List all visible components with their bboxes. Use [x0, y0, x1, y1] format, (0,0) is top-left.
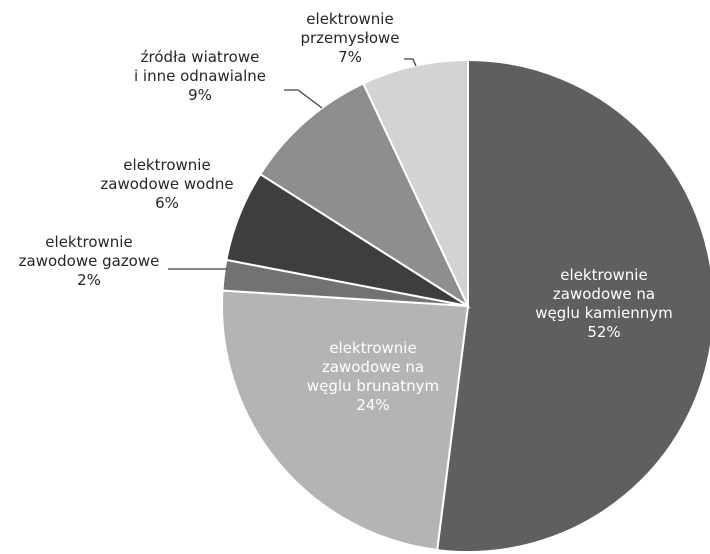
- slice-label-4: źródła wiatrowe i inne odnawialne 9%: [134, 48, 266, 104]
- slice-label-5: elektrownie przemysłowe 7%: [300, 10, 399, 66]
- slice-label-line: zawodowe gazowe: [19, 252, 160, 270]
- slice-label-line: zawodowe na: [322, 358, 424, 376]
- slice-label-3: elektrownie zawodowe wodne 6%: [100, 156, 233, 212]
- slice-label-line: źródła wiatrowe: [141, 48, 260, 66]
- slice-value-1: 24%: [356, 396, 389, 414]
- slice-label-line: elektrownie: [123, 156, 210, 174]
- slice-value-3: 6%: [155, 194, 179, 212]
- pie-slice-1: [221, 289, 470, 552]
- leader-line-5: [404, 58, 417, 67]
- slice-label-2: elektrownie zawodowe gazowe 2%: [19, 233, 160, 289]
- pie-slice-0: [436, 58, 710, 553]
- slice-label-line: przemysłowe: [300, 29, 399, 47]
- slice-label-line: elektrownie: [560, 266, 647, 284]
- slice-value-2: 2%: [77, 271, 101, 289]
- slice-label-line: zawodowe na: [553, 285, 655, 303]
- slice-label-line: i inne odnawialne: [134, 67, 266, 85]
- slice-label-line: elektrownie: [306, 10, 393, 28]
- slice-label-line: elektrownie: [329, 339, 416, 357]
- slice-value-4: 9%: [188, 86, 212, 104]
- slice-value-0: 52%: [587, 323, 620, 341]
- pie-slice-5: [361, 58, 469, 307]
- leader-line-4: [284, 89, 323, 109]
- slice-label-line: zawodowe wodne: [100, 175, 233, 193]
- slice-label-0: elektrownie zawodowe na węglu kamiennym 52%: [535, 266, 673, 341]
- pie-slice-4: [258, 82, 471, 309]
- slice-label-1: elektrownie zawodowe na węglu brunatnym 24%: [307, 339, 439, 414]
- slice-label-line: węglu kamiennym: [535, 304, 673, 322]
- slice-label-line: węglu brunatnym: [307, 377, 439, 395]
- slice-value-5: 7%: [338, 48, 362, 66]
- slice-label-line: elektrownie: [45, 233, 132, 251]
